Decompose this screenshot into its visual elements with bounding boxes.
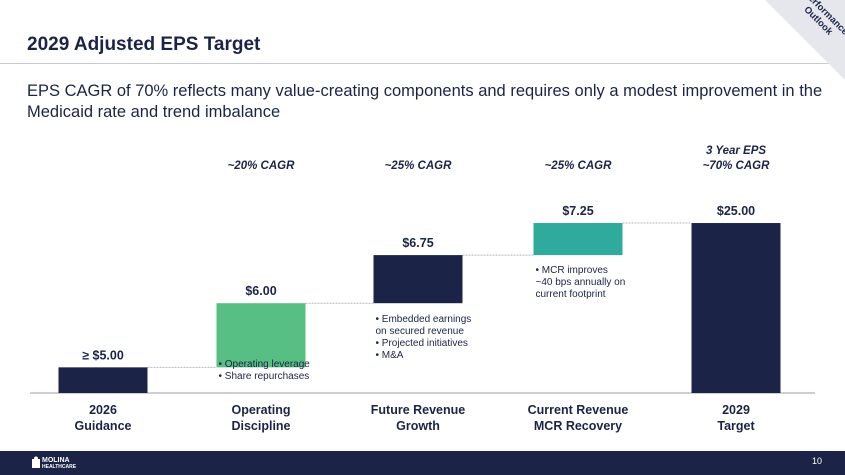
title-divider [0,63,845,64]
category-label: Guidance [75,419,132,433]
driver-note: • M&A [376,350,404,361]
category-label: Future Revenue [371,403,466,417]
bar-value-label: ≥ $5.00 [82,348,124,362]
category-label: MCR Recovery [534,419,622,433]
page-number: 10 [812,456,823,466]
driver-note: on secured revenue [376,326,465,337]
cagr-label: 3 Year EPS [706,145,766,157]
category-label: 2029 [722,403,750,417]
driver-note: current footprint [536,289,606,300]
cagr-label: ~20% CAGR [228,160,295,172]
bar-value-label: $6.75 [402,236,433,250]
waterfall-bar [216,303,306,368]
driver-note: ~40 bps annually on [536,277,626,288]
driver-note: • MCR improves [536,265,608,276]
logo-line-1: MOLINA [42,457,70,464]
category-label: Target [717,419,755,433]
category-label: Discipline [231,419,290,433]
driver-note: • Share repurchases [219,371,310,382]
cagr-label: ~25% CAGR [545,160,612,172]
footer-bar [0,451,845,475]
logo-line-2: HEALTHCARE [42,464,77,470]
category-label: Growth [396,419,440,433]
eps-waterfall-chart: ≥ $5.00 $6.00 $6.75 $7.25 $25.00 2026 Guidance… [30,145,815,433]
cagr-label: ~25% CAGR [385,160,452,172]
waterfall-bar [691,223,781,393]
molina-logo-icon [32,456,40,468]
driver-note: • Embedded earnings [376,314,472,325]
bar-value-label: $25.00 [717,204,755,218]
waterfall-bar [533,223,623,256]
category-label: Current Revenue [528,403,629,417]
driver-note: • Projected initiatives [376,338,468,349]
driver-note: • Operating leverage [219,359,311,370]
bar-value-label: $7.25 [562,204,593,218]
page-subtitle: EPS CAGR of 70% reflects many value-crea… [27,82,823,121]
cagr-label: ~70% CAGR [703,160,770,172]
page-title: 2029 Adjusted EPS Target [27,34,261,55]
category-label: Operating [231,403,290,417]
molina-logo-text: MOLINA HEALTHCARE [42,457,76,471]
corner-badge [765,0,845,80]
waterfall-bar [58,367,148,393]
waterfall-bar [373,255,463,304]
category-label: 2026 [89,403,117,417]
bar-value-label: $6.00 [245,284,276,298]
